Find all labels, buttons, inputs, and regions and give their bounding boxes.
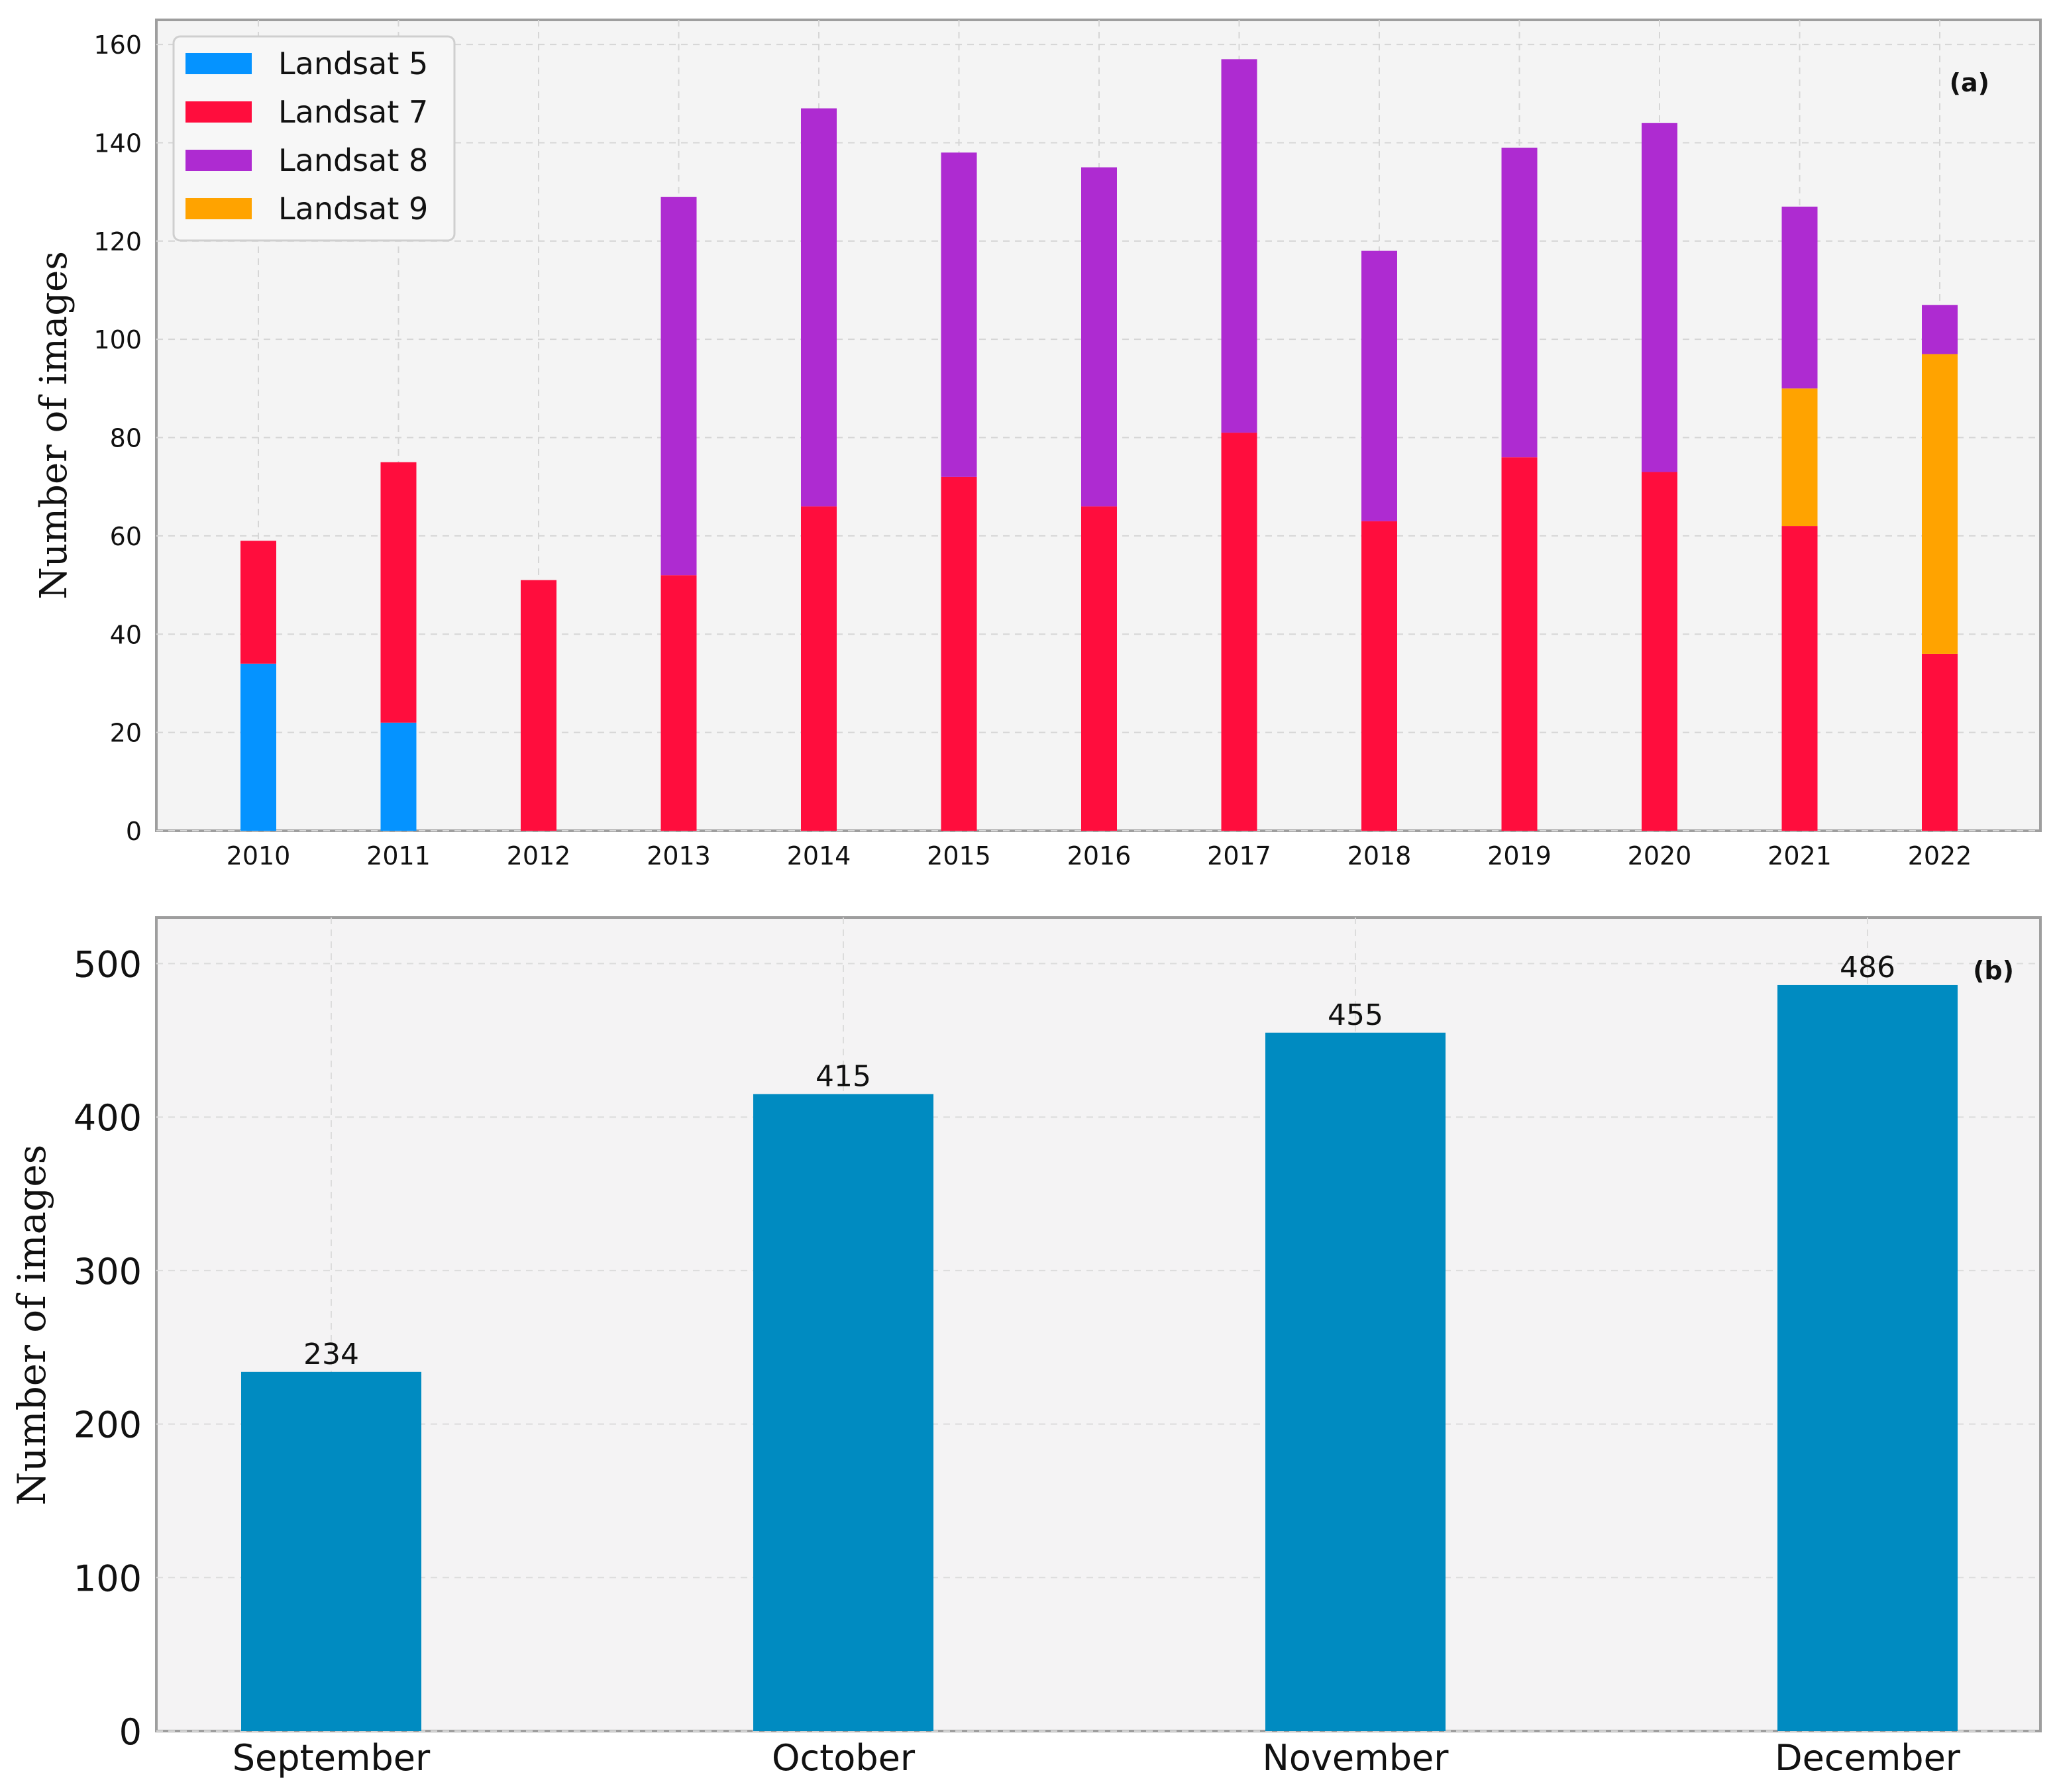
legend-swatch xyxy=(185,101,252,123)
legend-box xyxy=(172,35,456,242)
y-tick-label: 100 xyxy=(93,325,142,354)
bar-landsat-7-2018 xyxy=(1361,521,1397,831)
y-tick-label: 0 xyxy=(126,817,142,846)
bar-october xyxy=(753,1094,933,1731)
bar-landsat-8-2016 xyxy=(1081,167,1117,507)
panel-a-label: (a) xyxy=(1950,68,1989,97)
bar-september xyxy=(241,1371,421,1731)
legend-swatch xyxy=(185,198,252,219)
bar-landsat-9-2022 xyxy=(1922,354,1958,654)
bar-landsat-5-2010 xyxy=(240,663,276,831)
bar-landsat-8-2019 xyxy=(1501,147,1538,458)
bar-landsat-7-2015 xyxy=(941,476,977,831)
y-tick-label: 120 xyxy=(93,227,142,256)
bar-landsat-7-2012 xyxy=(521,580,556,831)
bar-landsat-7-2016 xyxy=(1081,506,1117,831)
bar-landsat-8-2020 xyxy=(1642,123,1677,472)
bar-landsat-5-2011 xyxy=(380,722,417,831)
bar-landsat-8-2018 xyxy=(1361,250,1397,521)
x-tick-label: 2015 xyxy=(927,841,991,870)
x-tick-label: 2022 xyxy=(1908,841,1972,870)
bar-landsat-8-2021 xyxy=(1781,206,1818,389)
legend-entry: Landsat 5 xyxy=(278,46,428,81)
y-tick-label: 140 xyxy=(93,129,142,158)
y-tick-label: 0 xyxy=(119,1711,142,1753)
bar-landsat-8-2014 xyxy=(801,108,837,507)
y-tick-label: 40 xyxy=(110,620,142,649)
bar-landsat-8-2017 xyxy=(1221,59,1257,433)
panel-a-y-ticks: 0 20 40 60 80 100 120 140 160 xyxy=(93,30,142,846)
y-tick-label: 160 xyxy=(93,30,142,60)
x-tick-label: 2021 xyxy=(1767,841,1832,870)
panel-b-bars xyxy=(241,984,1958,1731)
bar-landsat-7-2011 xyxy=(380,462,417,723)
bar-landsat-7-2017 xyxy=(1221,433,1257,831)
bar-landsat-9-2021 xyxy=(1781,388,1818,527)
panel-a-x-ticks: 2010 2011 2012 2013 2014 2015 2016 2017 2018 2019… xyxy=(227,841,1972,870)
x-tick-label: 2018 xyxy=(1347,841,1412,870)
data-label: 455 xyxy=(1328,998,1383,1032)
legend-swatch xyxy=(185,150,252,171)
x-tick-label: 2016 xyxy=(1067,841,1132,870)
panel-b-chart: 234 415 455 486 0 100 200 300 400 500 September O… xyxy=(9,916,2042,1779)
panel-b-label: (b) xyxy=(1973,956,2014,985)
legend-entry: Landsat 9 xyxy=(278,191,428,227)
x-tick-label: November xyxy=(1263,1737,1450,1779)
panel-b-data-labels: 234 415 455 486 xyxy=(303,951,1895,1371)
y-tick-label: 400 xyxy=(74,1097,142,1139)
y-tick-label: 200 xyxy=(74,1404,142,1446)
data-label: 234 xyxy=(303,1338,359,1371)
x-tick-label: 2017 xyxy=(1207,841,1271,870)
bar-november xyxy=(1265,1032,1446,1731)
data-label: 415 xyxy=(816,1059,871,1093)
bar-landsat-7-2013 xyxy=(660,575,697,831)
legend-swatch xyxy=(185,53,252,74)
bar-landsat-7-2020 xyxy=(1642,472,1677,831)
bar-landsat-7-2014 xyxy=(801,506,837,831)
panel-a-legend: Landsat 5 Landsat 7 Landsat 8 Landsat 9 xyxy=(172,35,456,242)
x-tick-label: 2011 xyxy=(366,841,431,870)
legend-entry: Landsat 7 xyxy=(278,94,428,130)
bar-landsat-7-2010 xyxy=(240,541,276,664)
x-tick-label: 2013 xyxy=(647,841,711,870)
panel-b-y-axis-label: Number of images xyxy=(9,1145,54,1506)
x-tick-label: September xyxy=(233,1737,431,1779)
x-tick-label: December xyxy=(1775,1737,1961,1779)
x-tick-label: October xyxy=(772,1737,916,1779)
y-tick-label: 300 xyxy=(74,1251,142,1292)
panel-b-x-ticks: September October November December xyxy=(233,1737,1961,1779)
bar-landsat-8-2015 xyxy=(941,152,977,477)
bar-landsat-8-2013 xyxy=(660,197,697,576)
x-tick-label: 2019 xyxy=(1487,841,1552,870)
bar-december xyxy=(1777,984,1958,1731)
panel-b-y-ticks: 0 100 200 300 400 500 xyxy=(74,944,142,1753)
bar-landsat-8-2022 xyxy=(1922,305,1958,354)
panel-a-y-axis-label: Number of images xyxy=(32,251,76,600)
y-tick-label: 20 xyxy=(110,719,142,748)
legend-entry: Landsat 8 xyxy=(278,142,428,178)
panel-b-plot-area xyxy=(155,916,2042,1732)
data-label: 486 xyxy=(1840,951,1895,984)
bar-landsat-7-2019 xyxy=(1501,457,1538,831)
y-tick-label: 100 xyxy=(74,1557,142,1599)
bar-landsat-7-2021 xyxy=(1781,526,1818,831)
x-tick-label: 2014 xyxy=(787,841,851,870)
x-tick-label: 2010 xyxy=(227,841,291,870)
x-tick-label: 2012 xyxy=(507,841,571,870)
panel-a-bars xyxy=(240,59,1958,831)
y-tick-label: 60 xyxy=(110,522,142,551)
bar-landsat-7-2022 xyxy=(1922,653,1958,831)
x-tick-label: 2020 xyxy=(1628,841,1692,870)
y-tick-label: 500 xyxy=(74,944,142,986)
y-tick-label: 80 xyxy=(110,424,142,453)
